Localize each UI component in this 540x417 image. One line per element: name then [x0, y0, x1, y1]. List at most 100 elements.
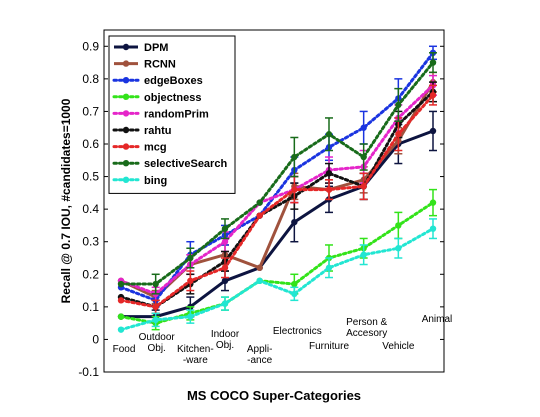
data-point [325, 170, 333, 177]
data-point [256, 277, 263, 284]
y-tick-label: 0.4 [82, 202, 99, 216]
data-point [256, 199, 263, 206]
legend-swatch-marker [122, 143, 130, 150]
legend-swatch-marker [122, 60, 130, 67]
legend-entry: randomPrim [112, 108, 209, 120]
data-point [360, 153, 367, 161]
legend-label: rahtu [144, 125, 172, 137]
x-category-label: Furniture [309, 341, 349, 352]
data-point [429, 225, 437, 232]
plot-area [117, 45, 437, 333]
data-point [360, 124, 367, 131]
legend-swatch-marker [122, 160, 130, 167]
legend-entry: mcg [112, 142, 167, 154]
x-axis-label: MS COCO Super-Categories [187, 388, 361, 403]
data-point [395, 131, 402, 138]
data-point [117, 326, 125, 333]
data-point [221, 225, 229, 232]
y-tick-label: 0.2 [82, 267, 99, 281]
legend-swatch-marker [122, 110, 130, 117]
data-point [360, 251, 367, 258]
data-point [187, 277, 194, 284]
x-category-label: Animal [422, 314, 453, 325]
x-category-label: Indoor Obj. [211, 329, 240, 351]
data-point [152, 280, 159, 288]
legend-label: edgeBoxes [144, 75, 203, 87]
data-point [256, 212, 263, 219]
y-tick-label: 0.7 [82, 104, 99, 118]
x-category-label: Food [113, 344, 136, 355]
data-point [187, 313, 194, 320]
x-category-label: Outdoor Obj. [139, 332, 176, 354]
x-category-label: Person & Accesory [346, 317, 387, 339]
data-point [187, 254, 194, 262]
y-tick-label: 0.8 [82, 72, 99, 86]
data-point [325, 131, 333, 138]
series-line [119, 227, 435, 332]
series-line [119, 83, 435, 296]
legend-swatch-marker [122, 93, 130, 101]
data-point [325, 264, 333, 271]
y-axis: -0.1 0 0.1 0.2 0.3 0.4 0.5 0.6 0.7 0.8 0.9 [78, 39, 444, 379]
data-point [221, 264, 229, 271]
x-category-label: Appli--ance [247, 344, 273, 366]
data-point [429, 91, 437, 99]
series-selectiveSearch [117, 52, 437, 295]
y-axis-label: Recall @ 0.7 IOU, #candidates=1000 [59, 98, 73, 303]
data-point [117, 280, 125, 288]
data-point [291, 153, 298, 161]
legend-label: bing [144, 175, 167, 187]
legend-entry: bing [112, 175, 167, 187]
x-category-label: Kitchen--ware [177, 344, 214, 366]
legend-entry: rahtu [112, 125, 172, 137]
data-point [152, 316, 159, 324]
legend-entry: selectiveSearch [112, 158, 227, 170]
legend-entry: RCNN [114, 59, 176, 71]
data-point [291, 290, 298, 298]
data-point [395, 245, 402, 252]
data-point [395, 101, 402, 109]
legend-entry: edgeBoxes [112, 75, 203, 87]
data-point [291, 280, 298, 288]
series-objectness [117, 188, 437, 331]
legend-swatch-marker [122, 43, 130, 51]
legend-swatch-marker [122, 126, 130, 134]
y-tick-label: 0.3 [82, 235, 99, 249]
data-point [152, 303, 159, 311]
legend-label: objectness [144, 92, 201, 104]
data-point [360, 183, 367, 190]
data-point [256, 264, 263, 271]
data-point [221, 277, 229, 284]
legend: DPM RCNN edgeBoxes objectness randomPrim raht… [108, 35, 236, 194]
x-category-label: Electronics [273, 326, 322, 337]
data-point [291, 218, 298, 226]
series-line [119, 61, 435, 286]
legend-swatch-marker [122, 176, 130, 183]
data-point [429, 199, 437, 206]
x-category-label: Vehicle [382, 341, 415, 352]
y-tick-label: 0.5 [82, 170, 99, 184]
data-point [117, 297, 125, 304]
data-point [117, 313, 125, 320]
y-tick-label: -0.1 [78, 365, 99, 379]
legend-label: mcg [144, 142, 167, 154]
series-line [119, 201, 435, 325]
legend-label: DPM [144, 42, 168, 54]
data-point [395, 222, 402, 229]
legend-entry: objectness [112, 92, 201, 104]
data-point [221, 238, 229, 245]
legend-swatch-marker [122, 77, 130, 84]
y-tick-label: 0.9 [82, 39, 99, 53]
data-point [221, 300, 229, 307]
y-tick-label: 0 [92, 332, 99, 346]
legend-label: RCNN [144, 59, 176, 71]
y-tick-label: 0.6 [82, 137, 99, 151]
y-tick-label: 0.1 [82, 300, 99, 314]
series-bing [117, 218, 437, 333]
series-mcg [117, 84, 437, 315]
legend-entry: DPM [114, 42, 168, 54]
legend-label: selectiveSearch [144, 158, 227, 170]
data-point [291, 186, 298, 193]
